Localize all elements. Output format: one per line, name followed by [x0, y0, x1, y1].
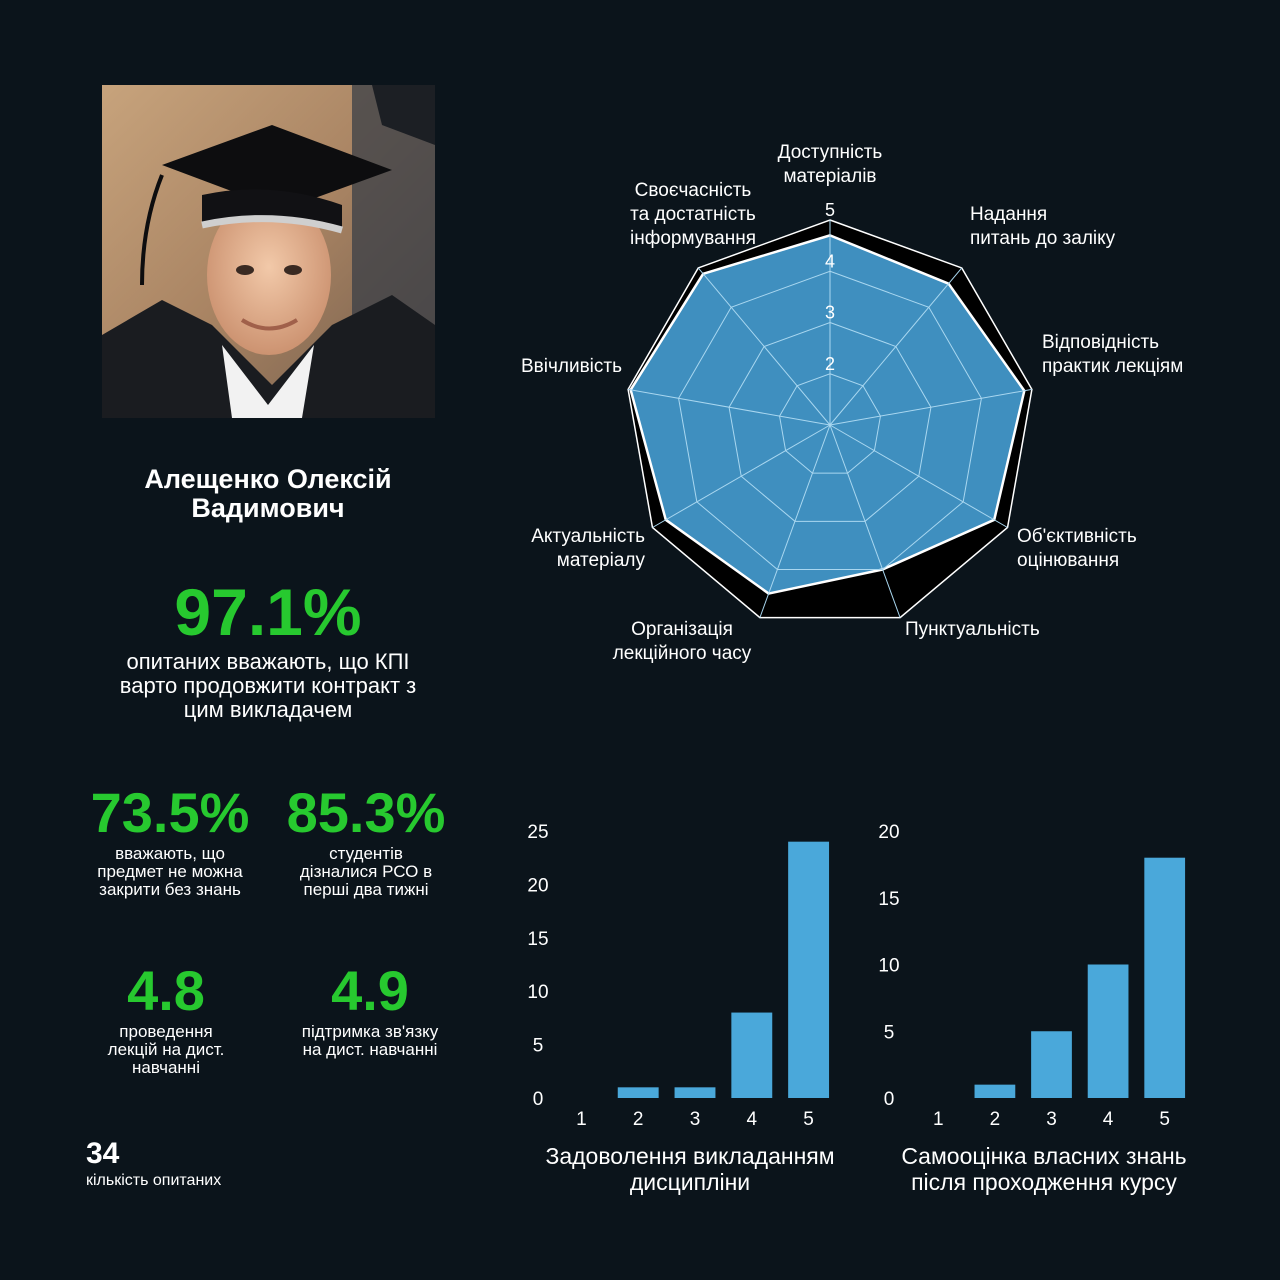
bar-chart-self-assessment: 0 5 10 15 20 1 2 3 4 5 [878, 822, 1186, 1130]
bar [1031, 1031, 1072, 1098]
radar-spoke [628, 388, 831, 426]
bar-x-tick-label: 2 [990, 1109, 1001, 1130]
bar-x-tick-label: 3 [1046, 1109, 1057, 1130]
stat-caption: підтримка зв'язку на дист. навчанні [301, 1022, 439, 1059]
bar-y-tick-label: 15 [527, 929, 548, 950]
bar [974, 1084, 1016, 1098]
radar-spoke [829, 424, 901, 618]
radar-axis-label: Об'єктивність оцінювання [1017, 526, 1137, 571]
radar-spoke [829, 388, 1032, 426]
contract-percentage: 97.1% [174, 575, 362, 649]
stat-value: 4.8 [127, 959, 205, 1022]
stat-caption: проведення лекцій на дист. навчанні [107, 1022, 225, 1077]
bar-chart-satisfaction-title: Задоволення викладанням дисципліни [545, 1143, 835, 1195]
radar-axis-label: Надання питань до заліку [970, 204, 1116, 249]
stat-rso-first-two-weeks: 85.3% студентів дізналися РСО в перші дв… [266, 783, 466, 899]
bar-x-tick-label: 5 [1159, 1109, 1170, 1130]
bar-x-tick-label: 4 [747, 1109, 758, 1130]
teacher-portrait-image [102, 85, 435, 418]
bar-y-tick-label: 10 [878, 956, 899, 977]
radar-data-area [629, 234, 1026, 595]
stat-value: 4.9 [331, 959, 409, 1022]
bar-x-tick-label: 5 [803, 1109, 814, 1130]
bar-chart-self-assessment-title: Самооцінка власних знань після проходжен… [901, 1143, 1187, 1195]
stat-caption: студентів дізналися РСО в перші два тижн… [299, 844, 433, 899]
bar-x-tick-label: 4 [1103, 1109, 1114, 1130]
bar-y-tick-label: 15 [878, 889, 899, 910]
radar-spoke [829, 424, 1008, 528]
stat-cannot-pass-without-knowledge: 73.5% вважають, що предмет не можна закр… [70, 783, 270, 899]
radar-tick-label: 4 [825, 251, 835, 271]
radar-axis-label: Ввічливість [521, 356, 622, 377]
bar-chart-satisfaction: 0 5 10 15 20 25 1 2 3 4 5 [527, 822, 830, 1130]
contract-caption: опитаних вважають, що КПІ варто продовжи… [119, 649, 417, 722]
radar-grid-ring [678, 270, 982, 570]
respondent-count: 34 [86, 1137, 120, 1170]
teacher-name-line2: Вадимович [191, 493, 345, 523]
bar-y-tick-label: 20 [878, 822, 899, 843]
radar-spoke [697, 267, 831, 426]
respondent-count-label: кількість опитаних [86, 1172, 222, 1189]
bar-y-tick-label: 0 [884, 1089, 895, 1110]
bar-x-tick-label: 3 [690, 1109, 701, 1130]
radar-spoke [759, 424, 831, 618]
stat-value: 73.5% [90, 781, 250, 844]
bar-x-tick-label: 1 [576, 1109, 587, 1130]
bar [674, 1087, 716, 1098]
bar [731, 1012, 773, 1098]
radar-tick-label: 3 [825, 303, 835, 323]
radar-axis-label: Відповідність практик лекціям [1042, 332, 1183, 377]
radar-tick-label: 5 [825, 200, 835, 220]
teacher-name-line1: Алещенко Олексій [144, 464, 392, 494]
radar-axis-label: Доступність матеріалів [778, 142, 883, 187]
bar [617, 1087, 659, 1098]
bar-x-tick-label: 2 [633, 1109, 644, 1130]
bar-y-tick-label: 10 [527, 982, 548, 1003]
bar-y-tick-label: 5 [884, 1022, 895, 1043]
bar-y-tick-label: 5 [533, 1036, 544, 1057]
radar-axis-label: Пунктуальність [905, 619, 1040, 640]
radar-axis-label: Організація лекційного часу [613, 619, 752, 664]
bar-y-tick-label: 25 [527, 822, 548, 843]
bar [1144, 857, 1186, 1098]
radar-axis-label: Актуальність матеріалу [531, 526, 645, 571]
bar-y-tick-label: 20 [527, 875, 548, 896]
bar-x-tick-label: 1 [933, 1109, 944, 1130]
stat-distance-lectures: 4.8 проведення лекцій на дист. навчанні [66, 961, 266, 1077]
radar-tick-label: 2 [825, 354, 835, 374]
bar [788, 841, 830, 1098]
stat-value: 85.3% [286, 781, 446, 844]
bar-y-tick-label: 0 [533, 1089, 544, 1110]
radar-spoke [652, 424, 831, 528]
stat-caption: вважають, що предмет не можна закрити бе… [97, 844, 243, 899]
radar-grid-ring [728, 321, 932, 522]
radar-axis-label: Своєчасність та достатність інформування [630, 180, 756, 249]
teacher-photo [102, 85, 435, 418]
radar-grid-ring [779, 373, 881, 474]
stat-distance-communication: 4.9 підтримка зв'язку на дист. навчанні [270, 961, 470, 1059]
bar [1087, 964, 1129, 1098]
teacher-name: Алещенко Олексій Вадимович [88, 465, 448, 523]
radar-chart: 2 3 4 5 Доступність матеріалів Надання питань д… [521, 142, 1183, 664]
radar-spoke [829, 267, 963, 426]
